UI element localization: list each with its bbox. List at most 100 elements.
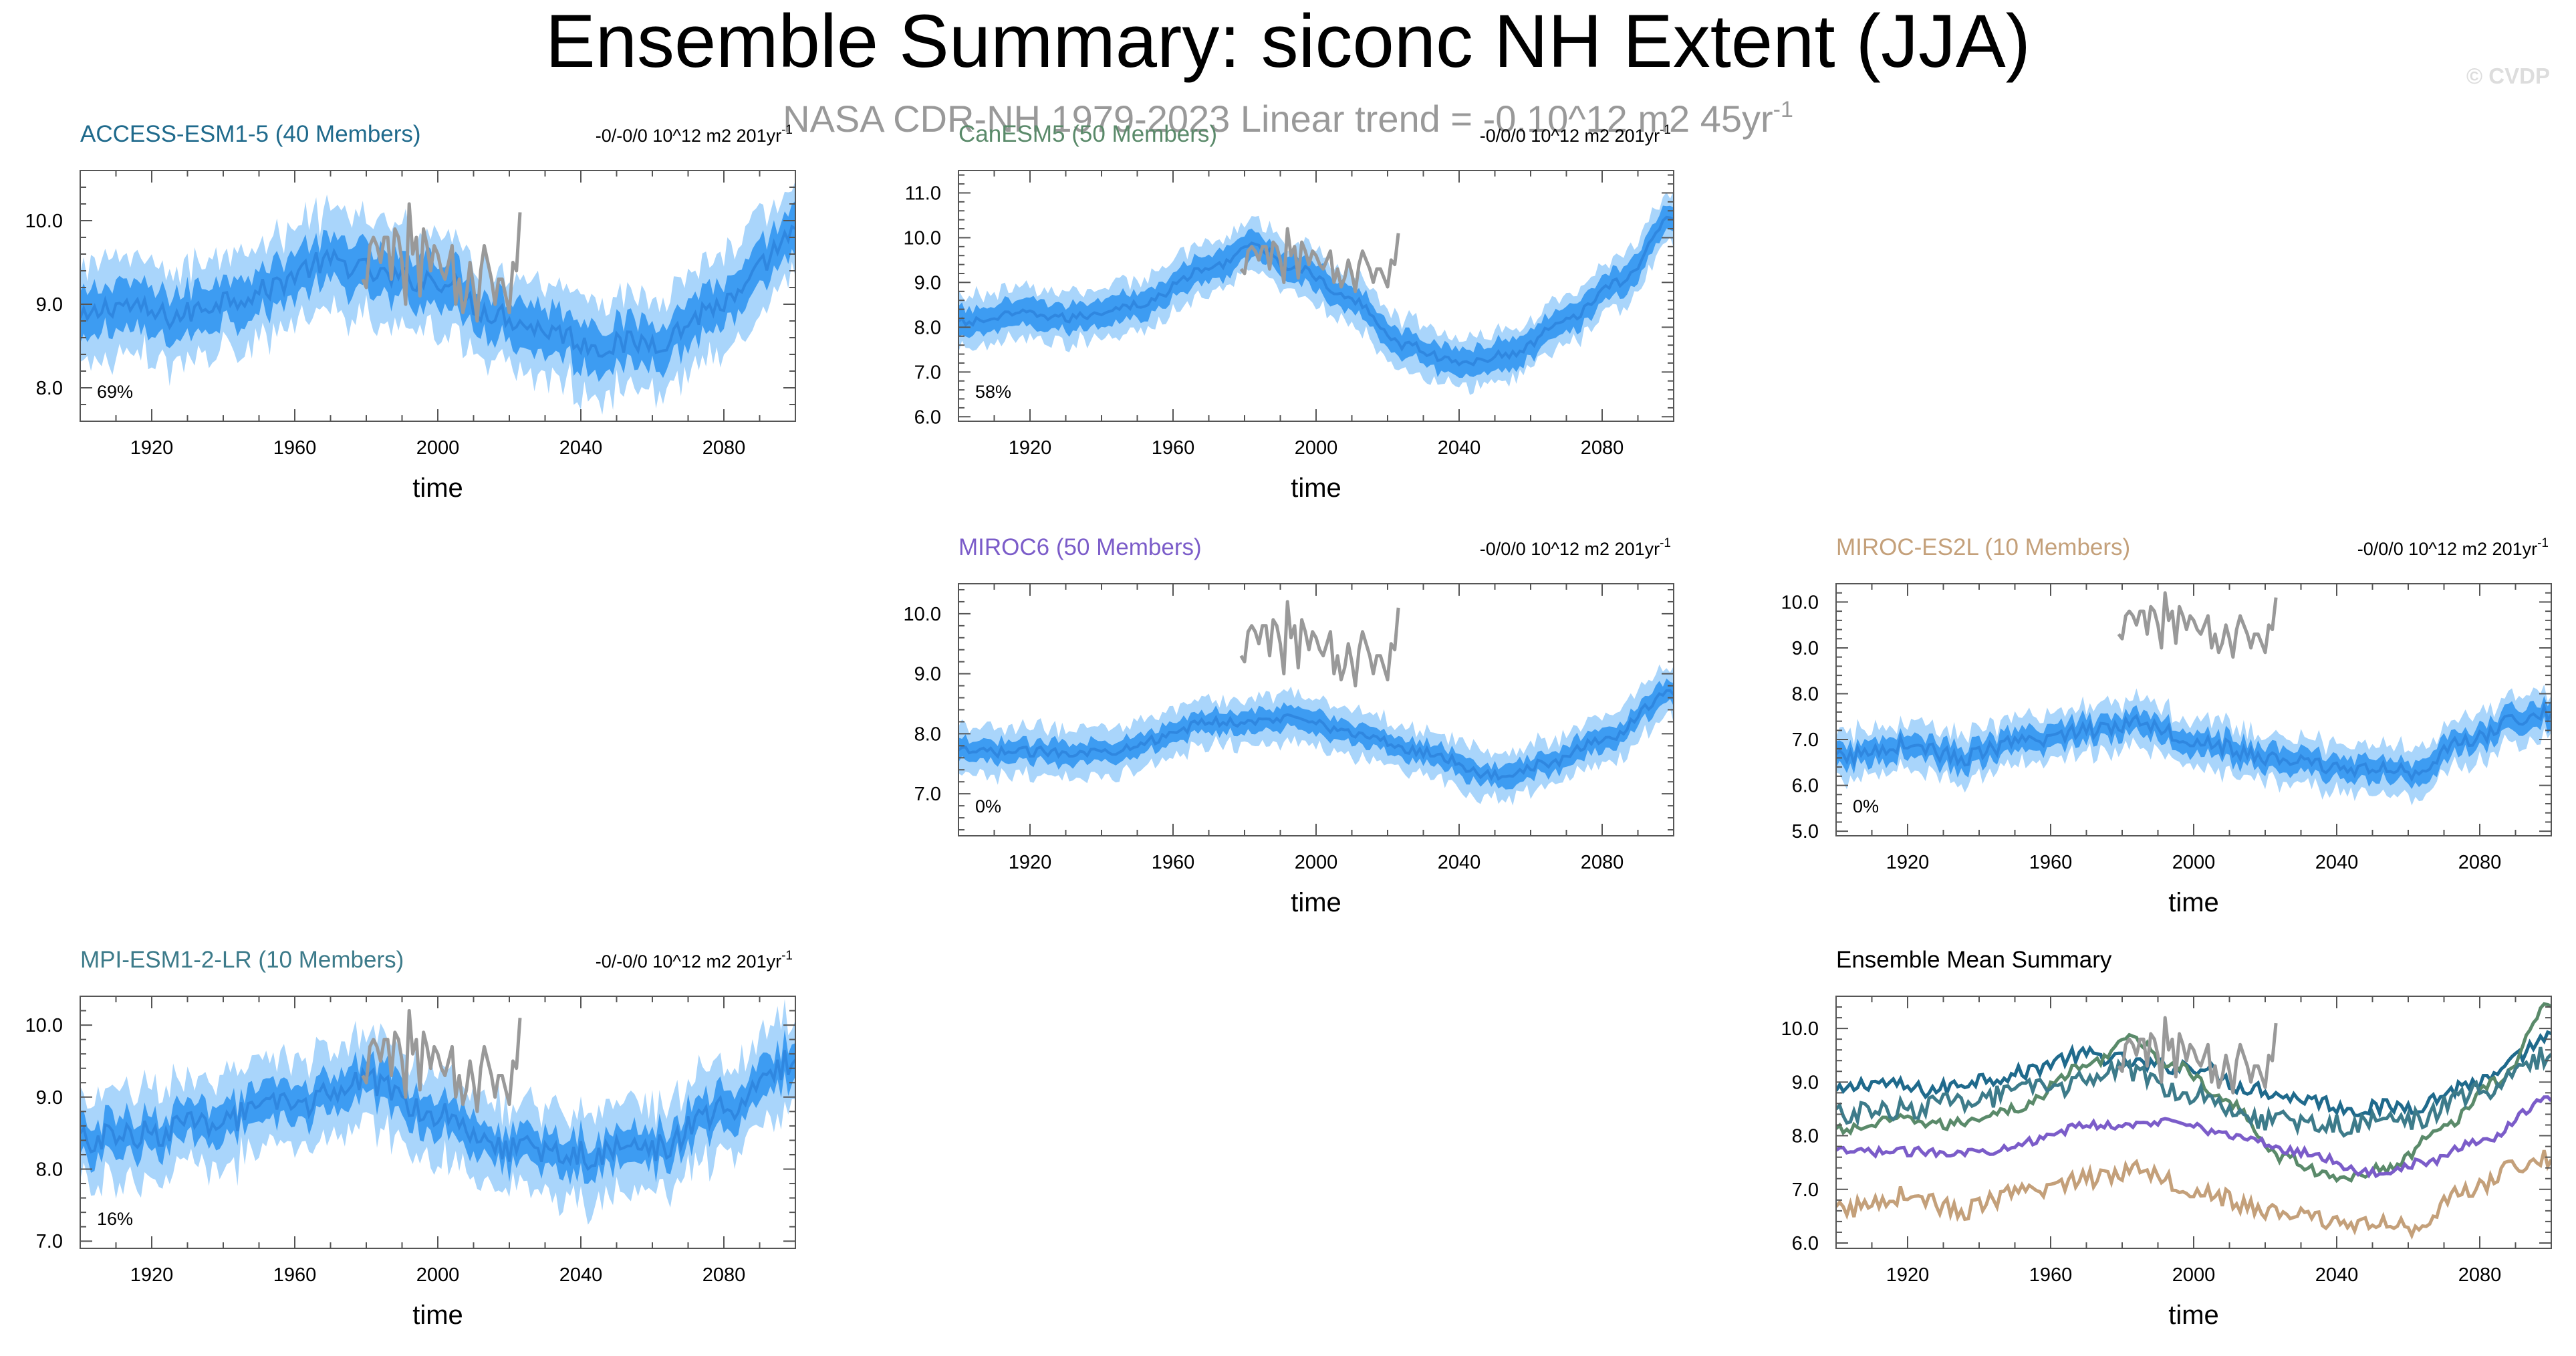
y-tick-label: 8.0 [1792,1126,1819,1147]
y-tick-label: 9.0 [1792,638,1819,659]
ensemble-mean-line [958,689,1674,782]
x-tick-label: 2080 [1581,437,1624,459]
percent-label: 16% [97,1209,133,1229]
y-tick-label: 10.0 [904,604,941,625]
x-tick-label: 2040 [2315,852,2359,873]
ensemble-mean-line [80,1050,795,1171]
x-tick-label: 2080 [702,437,746,459]
x-tick-label: 2040 [2315,1264,2359,1286]
y-tick-label: 7.0 [914,784,941,805]
ensemble-mean-line [958,215,1674,367]
ensemble-interquartile-band [958,678,1674,790]
y-tick-label: 11.0 [905,183,941,204]
y-tick-label: 7.0 [914,362,941,383]
trend-label: -0/0/0 10^12 m2 201yr-1 [2357,536,2549,559]
panel-miroc6: MIROC6 (50 Members) -0/0/0 10^12 m2 201yr… [904,534,1674,917]
x-tick-label: 1960 [1152,852,1195,873]
observations-line [361,1009,522,1113]
x-tick-label: 2040 [1438,852,1481,873]
x-tick-label: 2040 [559,1264,603,1286]
plot-area [1836,1002,2551,1240]
ensemble-interquartile-band [1836,695,2551,789]
y-tick-label: 9.0 [36,1087,63,1109]
series-line-access [1836,1030,2551,1119]
x-tick-label: 1920 [130,437,174,459]
y-tick-label: 10.0 [904,227,941,249]
series-line-canesm5 [1836,1002,2551,1183]
panel-canesm5: CanESM5 (50 Members) -0/0/0 10^12 m2 201y… [904,121,1674,503]
trend-label: -0/-0/0 10^12 m2 201yr-1 [596,949,793,972]
y-tick-label: 8.0 [36,378,63,399]
figure-subtitle: NASA CDR-NH 1979-2023 Linear trend = -0.… [783,97,1793,140]
plot-area [1836,591,2551,806]
trend-label-text: -0/-0/0 10^12 m2 201yr [596,951,781,972]
panel-title: CanESM5 (50 Members) [958,121,1217,147]
plot-area [958,600,1674,806]
x-tick-label: 2080 [1581,852,1624,873]
y-tick-label: 9.0 [1792,1072,1819,1093]
trend-label-text: -0/0/0 10^12 m2 201yr [2357,539,2537,559]
trend-label: -0/0/0 10^12 m2 201yr-1 [1480,123,1671,146]
x-tick-label: 1960 [273,1264,317,1286]
percent-label: 0% [1853,796,1879,816]
x-tick-label: 2000 [416,1264,460,1286]
observations-line [361,202,522,323]
x-tick-label: 2000 [1295,852,1338,873]
ensemble-interquartile-band [80,1029,795,1185]
x-tick-label: 2040 [1438,437,1481,459]
observations-line [2117,1016,2278,1095]
y-tick-label: 10.0 [25,211,63,232]
y-tick-label: 10.0 [1781,592,1819,613]
observations-line [1239,227,1400,294]
figure-subtitle-sup: -1 [1773,97,1793,122]
y-tick-label: 6.0 [1792,1233,1819,1254]
x-tick-label: 2000 [2172,852,2216,873]
x-tick-label: 2080 [2458,852,2502,873]
x-tick-label: 2000 [2172,1264,2216,1286]
trend-label: -0/-0/0 10^12 m2 201yr-1 [596,123,793,146]
y-tick-label: 5.0 [1792,821,1819,842]
figure-subtitle-text: NASA CDR-NH 1979-2023 Linear trend = -0.… [783,98,1773,140]
x-axis-label: time [412,1301,463,1330]
ensemble-mean-line [1836,701,2551,782]
x-tick-label: 2000 [416,437,460,459]
trend-label-sup: -1 [1660,536,1671,550]
x-tick-label: 2040 [559,437,603,459]
trend-label-sup: -1 [781,123,793,137]
panel-title: ACCESS-ESM1-5 (40 Members) [80,121,421,147]
x-tick-label: 2000 [1295,437,1338,459]
y-tick-label: 7.0 [36,1231,63,1252]
panel-access-esm1-5: ACCESS-ESM1-5 (40 Members) -0/-0/0 10^12 … [25,121,796,503]
x-tick-label: 2080 [2458,1264,2502,1286]
panel-mpi-esm1-2-lr: MPI-ESM1-2-LR (10 Members) -0/-0/0 10^12 … [25,947,796,1330]
x-axis-label: time [1291,888,1341,917]
y-tick-label: 8.0 [914,317,941,338]
plot-frame [1835,996,2552,1249]
plot-area [80,999,795,1225]
ensemble-interquartile-band [958,205,1674,378]
y-tick-label: 10.0 [25,1015,63,1036]
x-tick-label: 1960 [1152,437,1195,459]
x-tick-label: 1920 [1886,1264,1930,1286]
x-tick-label: 1960 [2029,852,2073,873]
y-tick-label: 8.0 [914,723,941,745]
x-tick-label: 1920 [1009,437,1052,459]
y-tick-label: 8.0 [1792,684,1819,705]
percent-label: 69% [97,382,133,402]
trend-label-text: -0/-0/0 10^12 m2 201yr [596,126,781,146]
x-tick-label: 1960 [273,437,317,459]
y-tick-label: 6.0 [1792,776,1819,797]
trend-label-sup: -1 [2537,536,2549,550]
plot-area [958,191,1674,395]
ensemble-mean-line [80,224,795,358]
panel-miroc-es2l: MIROC-ES2L (10 Members) -0/0/0 10^12 m2 2… [1781,534,2552,917]
x-tick-label: 1920 [130,1264,174,1286]
y-tick-label: 7.0 [1792,1179,1819,1201]
panel-ensemble-mean-summary: Ensemble Mean Summary 1920 1960 2000 2040 208… [1781,947,2552,1330]
y-tick-label: 6.0 [914,407,941,428]
watermark: © CVDP [2466,64,2550,88]
x-tick-label: 1960 [2029,1264,2073,1286]
plot-area [80,181,795,415]
trend-label-sup: -1 [781,949,793,963]
